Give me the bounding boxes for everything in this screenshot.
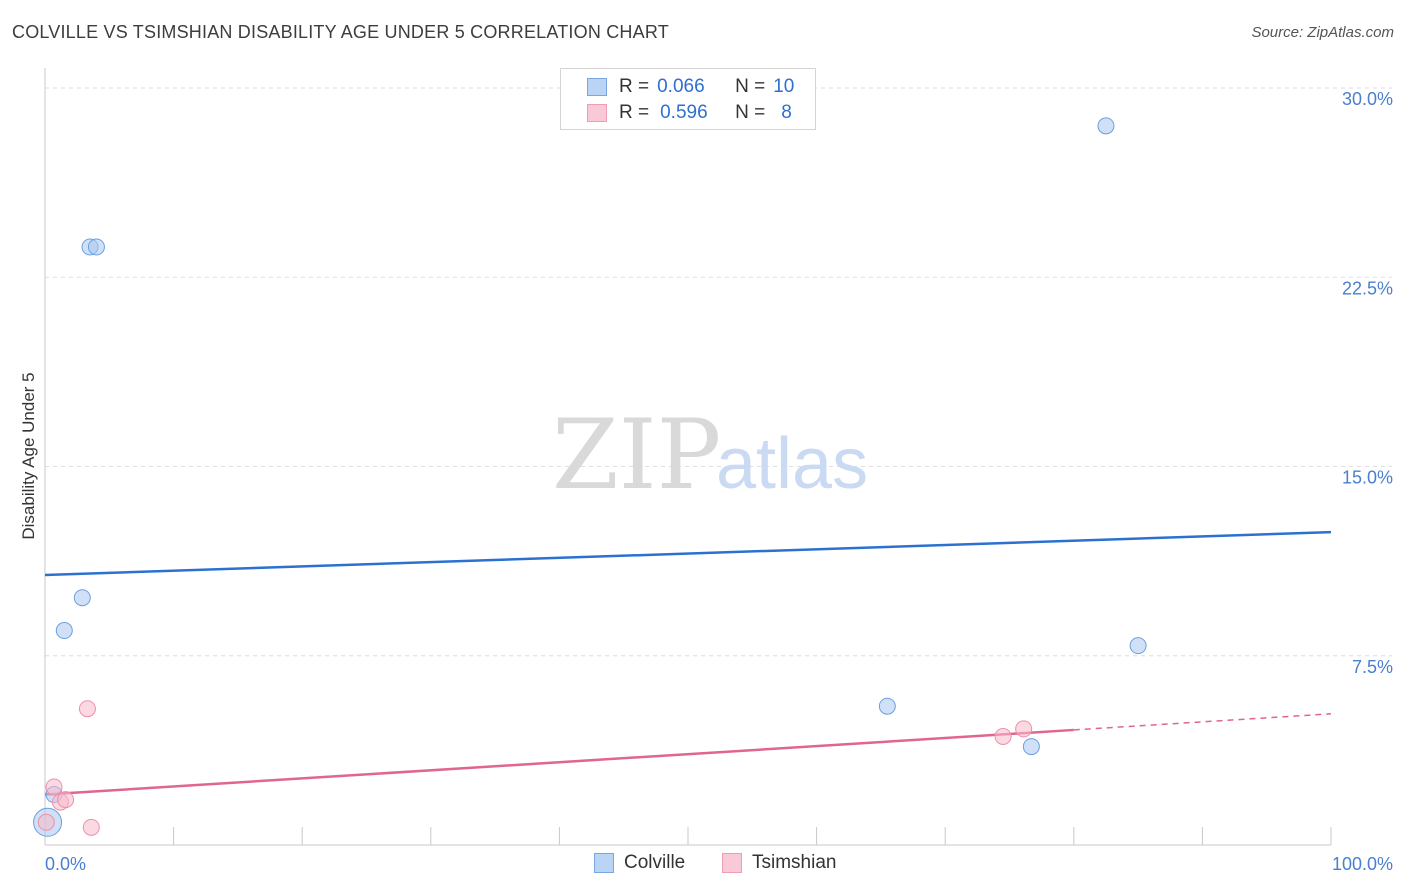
- tsimshian-point: [82, 818, 100, 836]
- watermark-atlas: atlas: [716, 424, 868, 504]
- colville-legend-swatch: [594, 853, 614, 873]
- tsimshian-point: [57, 791, 75, 809]
- tsimshian-legend-label: Tsimshian: [752, 852, 837, 873]
- legend-row-colville: R = 0.066 N = 10: [587, 75, 794, 99]
- tsimshian-point: [45, 778, 63, 796]
- legend-n-value: 8: [781, 102, 792, 123]
- colville-legend-label: Colville: [624, 852, 686, 873]
- legend-r-value: 0.596: [660, 102, 708, 123]
- tsimshian-point: [78, 700, 96, 718]
- colville-point: [878, 697, 896, 715]
- y-tick-label: 22.5%: [1342, 278, 1393, 298]
- series-legend: Colville Tsimshian: [0, 852, 1406, 878]
- y-tick-label: 7.5%: [1352, 657, 1393, 677]
- colville-point: [87, 238, 105, 256]
- tsimshian-trend-extension: [1073, 713, 1332, 731]
- x-tick-label: 0.0%: [45, 854, 86, 874]
- axes: [44, 68, 1332, 846]
- colville-swatch: [587, 78, 607, 96]
- legend-item-tsimshian: Tsimshian: [722, 852, 836, 874]
- y-tick-labels: 7.5% 15.0% 22.5% 30.0%: [1342, 89, 1393, 677]
- legend-r-value: 0.066: [657, 76, 705, 97]
- y-tick-label: 30.0%: [1342, 89, 1393, 109]
- legend-r-label: R =: [619, 76, 650, 97]
- chart-source: Source: ZipAtlas.com: [1251, 24, 1394, 41]
- colville-point: [1097, 117, 1115, 135]
- chart-title: COLVILLE VS TSIMSHIAN DISABILITY AGE UND…: [12, 22, 669, 42]
- tsimshian-point: [37, 813, 55, 831]
- colville-point: [1129, 637, 1147, 655]
- legend-n-label: N =: [735, 76, 766, 97]
- tsimshian-point: [1015, 720, 1033, 738]
- x-tick-label: 100.0%: [1332, 854, 1393, 874]
- correlation-legend: R = 0.066 N = 10 R = 0.596 N = 8: [560, 68, 816, 130]
- tsimshian-swatch: [587, 104, 607, 122]
- colville-point: [1022, 738, 1040, 756]
- tsimshian-point: [994, 727, 1012, 745]
- y-axis-label: Disability Age Under 5: [19, 372, 38, 539]
- legend-r-label: R =: [619, 102, 650, 123]
- gridlines: [45, 87, 1392, 657]
- y-tick-label: 15.0%: [1342, 468, 1393, 488]
- legend-row-tsimshian: R = 0.596 N = 8: [587, 101, 792, 125]
- data-points: [33, 117, 1147, 837]
- tsimshian-trend-line: [44, 728, 1074, 796]
- colville-trend-line: [44, 530, 1332, 577]
- tsimshian-legend-swatch: [722, 853, 742, 873]
- colville-point: [55, 622, 73, 640]
- legend-item-colville: Colville: [594, 852, 685, 874]
- trend-lines: [44, 530, 1332, 796]
- x-tick-labels: 0.0% 100.0%: [45, 854, 1393, 874]
- watermark-zip: ZIP: [552, 399, 721, 511]
- colville-point: [73, 589, 91, 607]
- legend-n-label: N =: [735, 102, 766, 123]
- legend-n-value: 10: [773, 76, 795, 97]
